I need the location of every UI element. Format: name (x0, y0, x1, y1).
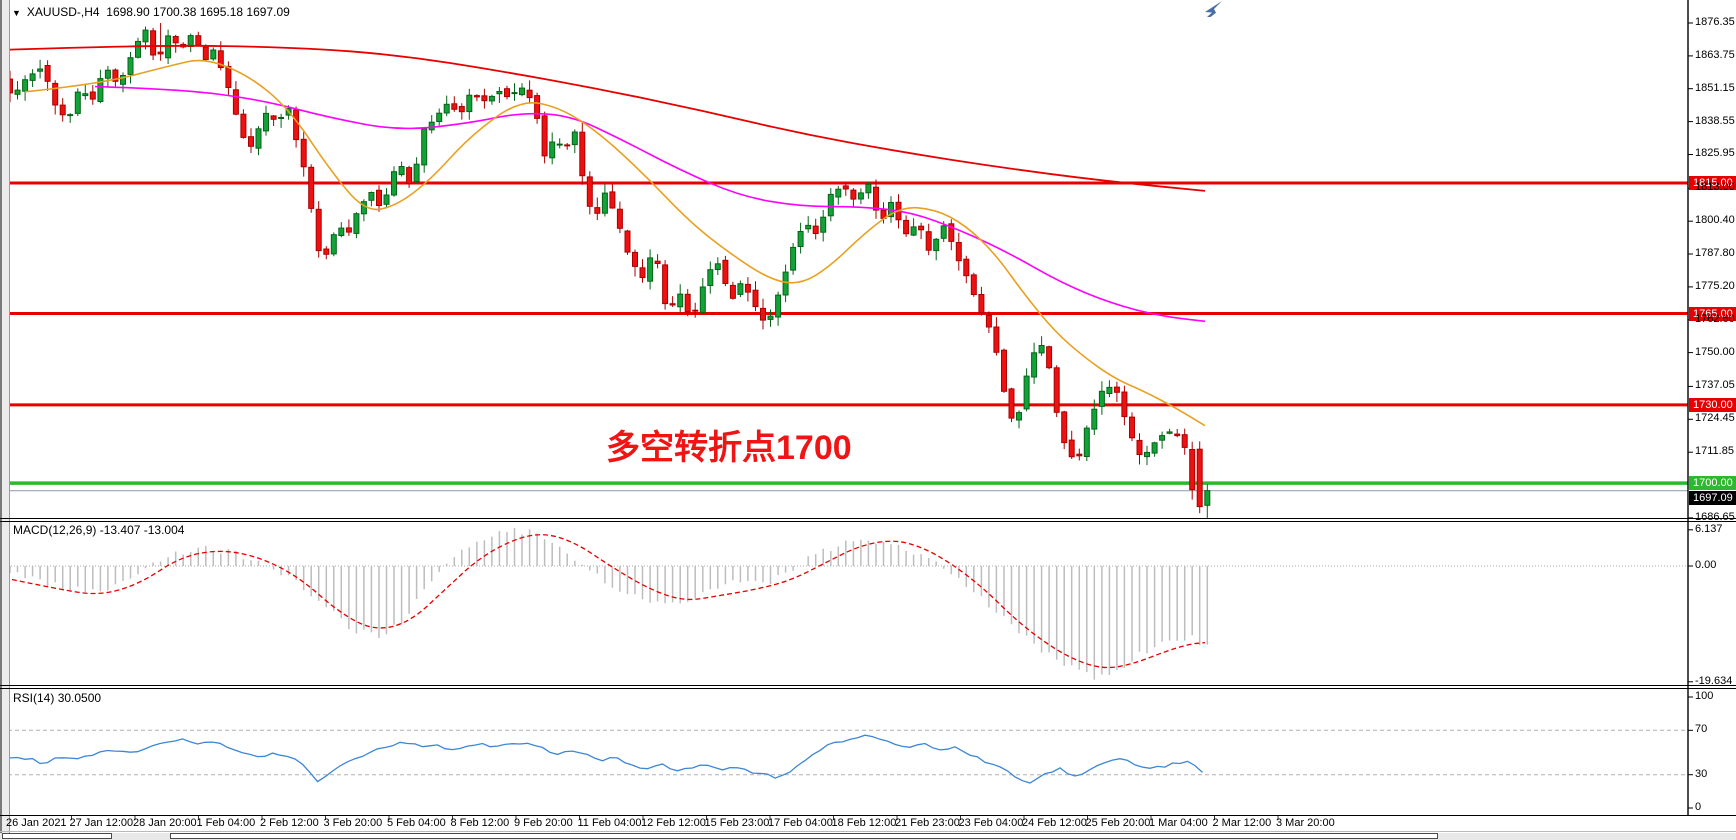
time-tick-label: 2 Mar 12:00 (1212, 817, 1272, 829)
rsi-tick-label: 100 (1695, 690, 1714, 702)
price-tick-label: 1787.80 (1695, 247, 1735, 260)
time-tick-label: 11 Feb 04:00 (577, 817, 642, 829)
rsi-line (9, 734, 1203, 784)
rsi-panel-separator[interactable] (0, 685, 1736, 686)
time-tick-label: 1 Feb 04:00 (196, 817, 256, 829)
time-tick-label: 26 Jan 2021 (6, 817, 67, 829)
rsi-tick-label: 0 (1695, 801, 1702, 813)
price-tick-label: 1851.15 (1695, 81, 1735, 94)
ma-slow-red (0, 44, 1206, 192)
scrollbar-thumb[interactable] (170, 833, 1438, 839)
ma-fast-orange (24, 59, 1206, 427)
time-tick-label: 25 Feb 20:00 (1085, 817, 1151, 829)
macd-panel-separator-2 (0, 521, 1736, 522)
time-axis-separator (0, 815, 1736, 816)
support-price-badge-1700[interactable]: 1700.00 (1689, 476, 1736, 491)
hline-price-badge-1730[interactable]: 1730.00 (1689, 397, 1736, 412)
ma-mid-magenta (94, 85, 1206, 323)
time-tick-label: 21 Feb 23:00 (895, 817, 960, 829)
time-tick-label: 2 Feb 12:00 (260, 817, 319, 829)
time-tick-label: 12 Feb 12:00 (641, 817, 706, 829)
time-tick-label: 3 Feb 20:00 (323, 817, 383, 829)
time-tick-label: 27 Jan 12:00 (69, 817, 134, 829)
macd-tick-label: -19.634 (1695, 674, 1733, 687)
time-tick-label: 23 Feb 04:00 (958, 817, 1024, 829)
symbol-dropdown-icon[interactable]: ▼ (12, 8, 21, 18)
scrollbar-segment-left[interactable] (2, 833, 112, 839)
macd-signal-line (3, 534, 1206, 669)
left-splitter[interactable] (0, 0, 10, 840)
price-tick-label: 1711.85 (1695, 445, 1734, 458)
hline-price-badge-1815[interactable]: 1815.00 (1689, 176, 1736, 191)
time-tick-label: 1 Mar 04:00 (1149, 817, 1208, 829)
rsi-tick-label: 30 (1695, 767, 1708, 780)
horizontal-scrollbar[interactable] (0, 833, 1736, 840)
price-tick-label: 1800.40 (1695, 214, 1735, 227)
time-tick-label: 5 Feb 04:00 (387, 817, 446, 829)
price-tick-label: 1863.75 (1695, 48, 1735, 61)
macd-histogram (9, 528, 1209, 680)
time-tick-label: 9 Feb 20:00 (514, 817, 573, 829)
time-tick-label: 18 Feb 12:00 (831, 817, 897, 829)
time-tick-label: 15 Feb 23:00 (704, 817, 770, 829)
time-tick-label: 8 Feb 12:00 (450, 817, 510, 829)
symbol-timeframe-label: XAUUSD-,H4 (26, 5, 100, 19)
price-tick-label: 1825.95 (1695, 147, 1735, 160)
annotation-text[interactable]: 多空转折点1700 (606, 429, 852, 467)
macd-indicator-label: MACD(12,26,9) -13.407 -13.004 (13, 523, 185, 537)
macd-panel-separator[interactable] (0, 518, 1736, 519)
price-tick-label: 1686.65 (1695, 510, 1735, 523)
price-tick-label: 1750.00 (1695, 345, 1735, 358)
price-tick-label: 1724.45 (1695, 412, 1735, 425)
time-tick-label: 3 Mar 20:00 (1276, 817, 1335, 829)
hline-price-badge-1765[interactable]: 1765.00 (1689, 306, 1736, 321)
ohlc-values: 1698.90 1700.38 1695.18 1697.09 (106, 5, 290, 19)
price-tick-label: 1838.55 (1695, 114, 1735, 127)
rsi-tick-label: 70 (1695, 723, 1708, 736)
time-tick-label: 24 Feb 12:00 (1022, 817, 1087, 829)
price-tick-label: 1813.00 (1695, 181, 1735, 194)
price-tick-label: 1876.35 (1695, 16, 1735, 28)
macd-tick-label: 0.00 (1695, 559, 1717, 571)
time-tick-label: 17 Feb 04:00 (768, 817, 833, 829)
bottom-divider (0, 831, 1736, 832)
current-price-badge: 1697.09 (1689, 490, 1736, 505)
price-tick-label: 1737.05 (1695, 379, 1735, 392)
time-tick-label: 28 Jan 20:00 (133, 817, 197, 829)
rsi-panel-separator-2 (0, 688, 1736, 689)
macd-tick-label: 6.137 (1695, 522, 1723, 535)
rsi-value: 30.0500 (57, 691, 102, 705)
price-tick-label: 1762.60 (1695, 312, 1735, 325)
chart-header: ▼ XAUUSD-,H4 1698.90 1700.38 1695.18 1697… (12, 5, 290, 19)
rsi-indicator-label: RSI(14) 30.0500 (13, 691, 102, 705)
price-tick-label: 1775.20 (1695, 279, 1735, 292)
macd-values: -13.407 -13.004 (99, 523, 185, 537)
candles (7, 29, 1211, 508)
